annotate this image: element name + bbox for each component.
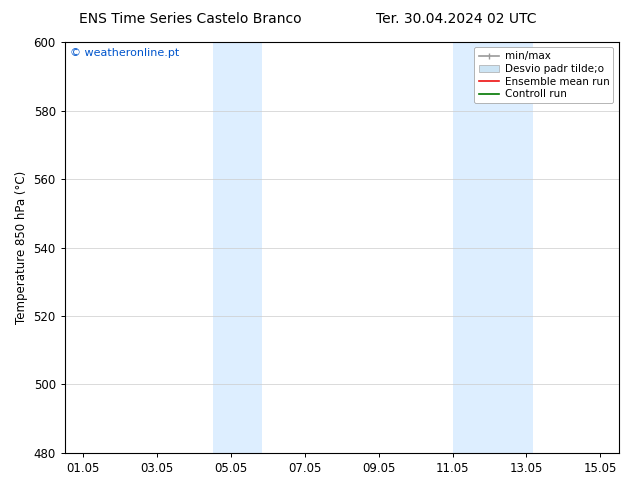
Text: © weatheronline.pt: © weatheronline.pt xyxy=(70,48,179,58)
Text: ENS Time Series Castelo Branco: ENS Time Series Castelo Branco xyxy=(79,12,302,26)
Bar xyxy=(212,42,262,453)
Bar xyxy=(453,42,533,453)
Legend: min/max, Desvio padr tilde;o, Ensemble mean run, Controll run: min/max, Desvio padr tilde;o, Ensemble m… xyxy=(474,47,614,103)
Y-axis label: Temperature 850 hPa (°C): Temperature 850 hPa (°C) xyxy=(15,171,28,324)
Text: Ter. 30.04.2024 02 UTC: Ter. 30.04.2024 02 UTC xyxy=(376,12,537,26)
